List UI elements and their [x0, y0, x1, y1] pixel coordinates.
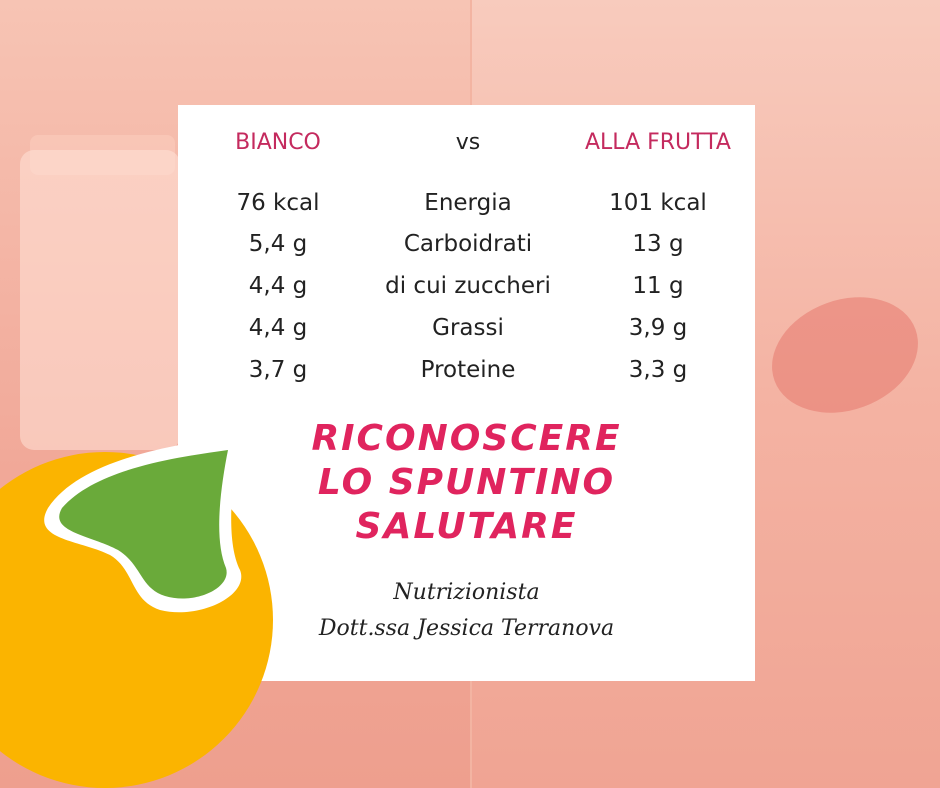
nutrient-label: Grassi — [432, 315, 504, 341]
nutrition-card: BIANCO vs ALLA FRUTTA 76 kcal Energia 10… — [178, 105, 755, 681]
author-block: Nutrizionista Dott.ssa Jessica Terranova — [178, 575, 755, 647]
orange-leaf-logo — [0, 435, 273, 788]
table-row: 3,7 g Proteine 3,3 g — [178, 357, 755, 397]
table-row: 4,4 g Grassi 3,9 g — [178, 315, 755, 355]
value-bianco: 76 kcal — [236, 190, 320, 216]
value-frutta: 3,3 g — [628, 357, 688, 383]
author-name: Dott.ssa Jessica Terranova — [318, 616, 615, 641]
author-role: Nutrizionista — [393, 580, 540, 605]
value-bianco: 4,4 g — [248, 273, 308, 299]
table-row: 4,4 g di cui zuccheri 11 g — [178, 273, 755, 313]
header-vs: vs — [455, 130, 481, 155]
yogurt-jar-image — [20, 150, 180, 450]
headline: RICONOSCERE LO SPUNTINO SALUTARE — [178, 417, 755, 549]
nutrient-label: Proteine — [420, 357, 516, 383]
header-bianco: BIANCO — [235, 130, 321, 155]
table-row: 5,4 g Carboidrati 13 g — [178, 231, 755, 271]
nutrient-label: Carboidrati — [403, 231, 533, 257]
headline-line: RICONOSCERE — [311, 418, 622, 459]
nutrient-label: di cui zuccheri — [385, 273, 551, 299]
value-bianco: 5,4 g — [248, 231, 308, 257]
value-frutta: 13 g — [632, 231, 684, 257]
headline-line: LO SPUNTINO — [317, 462, 616, 503]
value-frutta: 11 g — [632, 273, 684, 299]
value-frutta: 101 kcal — [609, 190, 707, 216]
value-bianco: 4,4 g — [248, 315, 308, 341]
value-frutta: 3,9 g — [628, 315, 688, 341]
headline-line: SALUTARE — [355, 506, 578, 547]
table-row: 76 kcal Energia 101 kcal — [178, 190, 755, 230]
value-bianco: 3,7 g — [248, 357, 308, 383]
nutrient-label: Energia — [424, 190, 512, 216]
green-leaf-shape — [59, 450, 229, 599]
comparison-header: BIANCO vs ALLA FRUTTA — [178, 130, 755, 170]
header-alla-frutta: ALLA FRUTTA — [585, 130, 731, 155]
